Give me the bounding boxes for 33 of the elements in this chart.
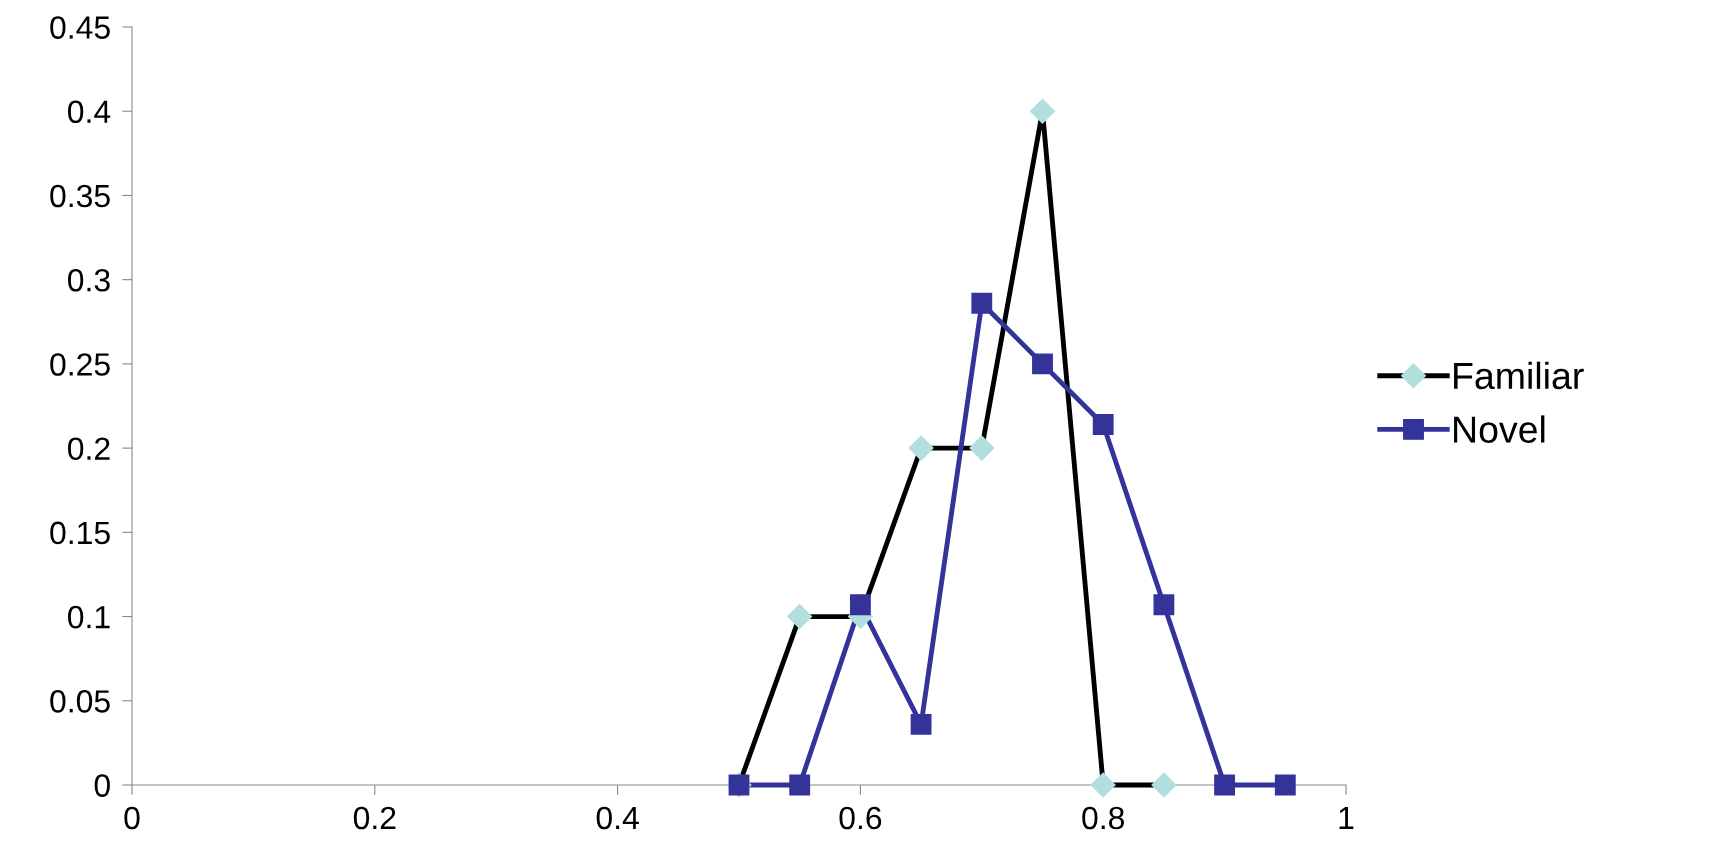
- point: [1151, 772, 1177, 798]
- x-tick-label: 0.2: [353, 806, 396, 830]
- point: [849, 594, 871, 616]
- y-tick-label: 0.4: [68, 100, 111, 124]
- point: [1153, 594, 1175, 616]
- y-tick-label: 0.25: [50, 353, 110, 376]
- point: [971, 292, 993, 314]
- x-tick-label: 1: [1339, 807, 1354, 829]
- x-tick-label: 0.8: [1082, 806, 1125, 830]
- point: [1032, 353, 1053, 375]
- legend-label: Familiar: [1454, 361, 1584, 390]
- point: [1214, 774, 1236, 796]
- point: [1274, 774, 1296, 796]
- point: [1092, 414, 1114, 435]
- point: [787, 604, 813, 630]
- y-tick-label: 0: [94, 774, 110, 797]
- y-tick-label: 0.2: [68, 437, 110, 460]
- y-tick-label: 0.45: [50, 16, 110, 39]
- point: [908, 435, 934, 461]
- y-tick-label: 0.3: [68, 268, 110, 292]
- y-tick-label: 0.1: [68, 605, 110, 629]
- point: [1030, 98, 1055, 124]
- point: [969, 435, 995, 461]
- point: [1090, 772, 1116, 798]
- x-tick-label: 0.6: [839, 806, 882, 830]
- point: [789, 774, 811, 796]
- point: [910, 713, 932, 735]
- x-tick-label: 0.4: [596, 806, 639, 830]
- x-tick-label: 0: [124, 806, 140, 830]
- y-tick-label: 0.35: [50, 184, 110, 208]
- y-tick-label: 0.15: [50, 521, 110, 545]
- y-tick-label: 0.05: [50, 690, 110, 713]
- legend-label: Novel: [1454, 415, 1545, 443]
